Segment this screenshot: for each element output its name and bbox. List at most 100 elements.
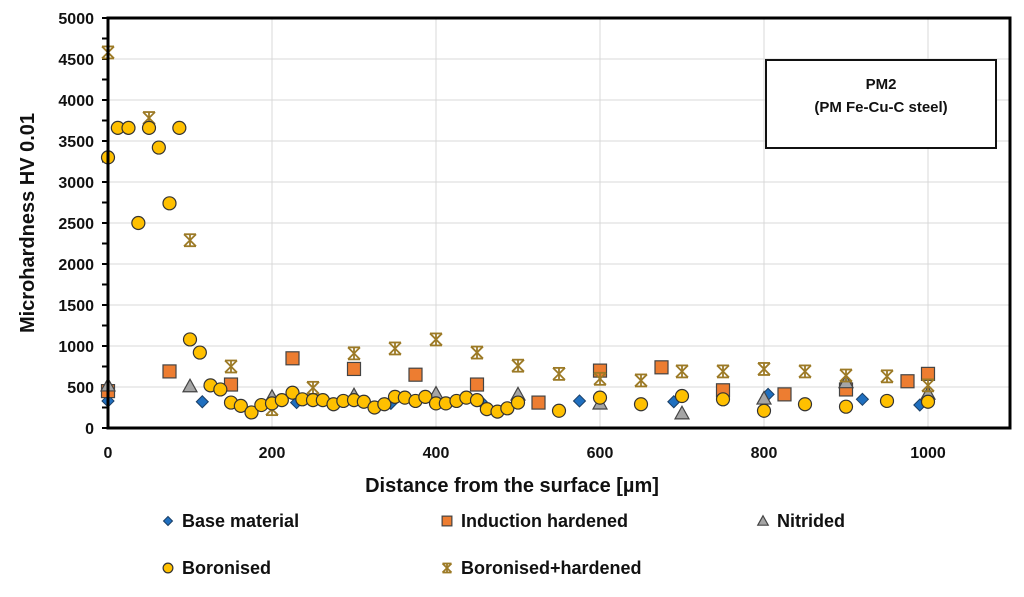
data-point bbox=[306, 380, 320, 395]
data-point bbox=[593, 371, 607, 386]
data-point bbox=[121, 120, 136, 135]
data-point bbox=[182, 332, 198, 347]
x-tick-label: 600 bbox=[587, 445, 614, 462]
y-tick-label: 3000 bbox=[58, 175, 94, 192]
legend-item: Induction hardened bbox=[441, 511, 628, 531]
data-point bbox=[141, 120, 157, 135]
legend-item: Boronised bbox=[162, 558, 271, 578]
legend-label: Nitrided bbox=[777, 511, 845, 531]
data-point bbox=[920, 394, 936, 409]
x-axis-title: Distance from the surface [µm] bbox=[365, 475, 659, 497]
legend: Base material Induction hardened Nitrided B… bbox=[162, 511, 845, 578]
data-point bbox=[131, 215, 146, 231]
plot-frame bbox=[106, 16, 1012, 430]
y-tick-label: 4500 bbox=[58, 52, 94, 69]
y-tick-labels: 0 500 1000 1500 2000 2500 3000 3500 4000 4500 5000 bbox=[58, 11, 94, 438]
y-tick-label: 1000 bbox=[58, 339, 94, 356]
annotation-line2: (PM Fe-Cu-C steel) bbox=[814, 99, 947, 116]
legend-marker-square bbox=[441, 515, 453, 527]
data-point bbox=[429, 332, 443, 347]
data-point bbox=[654, 360, 669, 375]
data-point bbox=[674, 388, 690, 404]
legend-marker-circle bbox=[162, 562, 174, 574]
data-point bbox=[213, 382, 228, 397]
series-induction-hardened bbox=[100, 351, 936, 410]
data-point bbox=[673, 405, 691, 420]
x-tick-label: 400 bbox=[423, 445, 450, 462]
y-tick-label: 0 bbox=[85, 421, 94, 438]
data-point bbox=[551, 403, 567, 418]
y-tick-label: 1500 bbox=[58, 298, 94, 315]
data-point bbox=[470, 345, 484, 360]
data-point bbox=[879, 393, 895, 409]
x-tick-label: 200 bbox=[259, 445, 286, 462]
data-point bbox=[346, 361, 362, 377]
data-point bbox=[511, 358, 525, 373]
data-point bbox=[757, 362, 771, 376]
legend-item: Nitrided bbox=[756, 511, 845, 531]
x-tick-label: 1000 bbox=[910, 445, 946, 462]
y-tick-label: 2000 bbox=[58, 257, 94, 274]
y-tick-label: 3500 bbox=[58, 134, 94, 151]
legend-label: Boronised+hardened bbox=[461, 558, 642, 578]
data-point bbox=[838, 399, 854, 414]
data-point bbox=[715, 392, 731, 407]
data-point bbox=[634, 373, 648, 388]
legend-marker-star bbox=[441, 562, 453, 574]
legend-label: Base material bbox=[182, 511, 299, 531]
data-point bbox=[510, 395, 526, 410]
data-point bbox=[675, 364, 689, 379]
y-tick-label: 4000 bbox=[58, 93, 94, 110]
data-point bbox=[777, 387, 792, 402]
data-point bbox=[162, 196, 177, 211]
data-point bbox=[233, 398, 248, 413]
legend-marker-diamond bbox=[162, 515, 174, 527]
data-point bbox=[855, 392, 870, 407]
data-point bbox=[798, 364, 812, 379]
data-point bbox=[880, 369, 894, 384]
annotation-line1: PM2 bbox=[866, 76, 897, 93]
legend-marker-triangle bbox=[756, 514, 770, 526]
legend-label: Boronised bbox=[182, 558, 271, 578]
data-point bbox=[633, 397, 649, 412]
x-tick-label: 0 bbox=[104, 445, 113, 462]
y-tick-label: 500 bbox=[67, 380, 94, 397]
data-point bbox=[183, 233, 197, 248]
data-point bbox=[285, 351, 300, 366]
data-point bbox=[285, 385, 300, 400]
data-point bbox=[192, 345, 207, 360]
data-point bbox=[469, 393, 485, 408]
data-point bbox=[418, 389, 433, 404]
data-point bbox=[388, 341, 402, 356]
series-boronised bbox=[100, 120, 936, 420]
legend-item: Boronised+hardened bbox=[441, 558, 642, 578]
data-point bbox=[756, 403, 772, 418]
data-point bbox=[408, 367, 423, 382]
data-point bbox=[244, 405, 259, 420]
x-tick-labels: 0 200 400 600 800 1000 bbox=[104, 445, 946, 462]
data-point bbox=[162, 364, 177, 379]
data-point bbox=[224, 359, 238, 374]
legend-item: Base material bbox=[162, 511, 299, 531]
data-point bbox=[195, 395, 210, 409]
data-points bbox=[99, 45, 937, 420]
data-point bbox=[920, 366, 936, 381]
data-point bbox=[181, 377, 199, 393]
data-point bbox=[797, 397, 813, 412]
data-point bbox=[839, 368, 853, 383]
data-point bbox=[347, 346, 361, 361]
data-point bbox=[151, 140, 166, 155]
data-point bbox=[716, 364, 730, 379]
data-point bbox=[592, 390, 608, 405]
series-nitrided bbox=[99, 373, 937, 420]
data-point bbox=[531, 395, 546, 410]
y-axis-title: Microhardness HV 0.01 bbox=[17, 113, 39, 333]
annotation-box: PM2 (PM Fe-Cu-C steel) bbox=[765, 59, 997, 149]
legend-label: Induction hardened bbox=[461, 511, 628, 531]
data-point bbox=[900, 374, 915, 389]
data-point bbox=[274, 393, 289, 408]
y-tick-label: 5000 bbox=[58, 11, 94, 28]
data-point bbox=[921, 378, 935, 393]
data-point bbox=[572, 394, 587, 408]
data-point bbox=[552, 366, 566, 381]
